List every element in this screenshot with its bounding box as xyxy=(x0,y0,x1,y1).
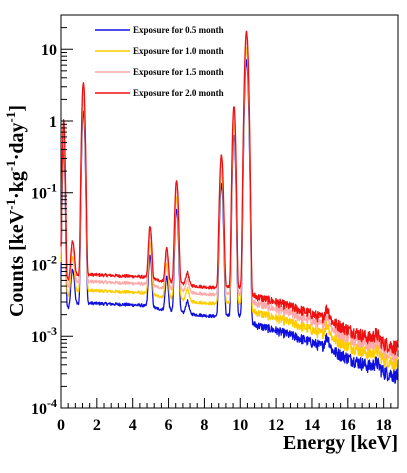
x-tick-label: 0 xyxy=(57,417,65,434)
legend: Exposure for 0.5 month Exposure for 1.0 … xyxy=(95,25,224,98)
legend-entry: Exposure for 2.0 month xyxy=(95,88,224,98)
x-tick-label: 2 xyxy=(93,417,101,434)
legend-label: Exposure for 0.5 month xyxy=(133,25,224,35)
x-tick-label: 16 xyxy=(340,417,356,434)
y-tick-label: 1 xyxy=(49,114,57,131)
y-tick-label: 10-4 xyxy=(31,396,57,418)
series-line xyxy=(60,59,399,384)
x-tick-label: 4 xyxy=(129,417,137,434)
x-tick-label: 8 xyxy=(200,417,208,434)
series-layer xyxy=(60,30,399,384)
y-tick-label: 10 xyxy=(41,42,57,59)
x-axis-title: Energy [keV] xyxy=(283,432,398,454)
x-tick-label: 12 xyxy=(268,417,284,434)
x-tick-labels: 0 2 4 6 8 10 12 14 16 18 xyxy=(57,417,392,434)
x-tick-label: 18 xyxy=(376,417,392,434)
x-tick-label: 6 xyxy=(165,417,173,434)
legend-label: Exposure for 1.5 month xyxy=(133,67,224,77)
y-tick-labels: 10-4 10-3 10-2 10-1 1 10 xyxy=(31,42,57,418)
x-tick-label: 14 xyxy=(304,417,320,434)
legend-entry: Exposure for 0.5 month xyxy=(95,25,224,35)
legend-entry: Exposure for 1.0 month xyxy=(95,46,224,56)
series-line xyxy=(60,46,399,372)
legend-label: Exposure for 1.0 month xyxy=(133,46,224,56)
x-tick-label: 10 xyxy=(232,417,248,434)
legend-entry: Exposure for 1.5 month xyxy=(95,67,224,77)
y-tick-label: 10-1 xyxy=(31,181,57,203)
y-tick-label: 10-3 xyxy=(31,324,57,346)
series-line xyxy=(60,30,399,356)
y-axis-title: Counts [keV-1·kg-1·day-1] xyxy=(3,105,28,317)
ticks-layer xyxy=(60,14,399,409)
legend-label: Exposure for 2.0 month xyxy=(133,88,224,98)
y-tick-label: 10-2 xyxy=(31,252,57,274)
